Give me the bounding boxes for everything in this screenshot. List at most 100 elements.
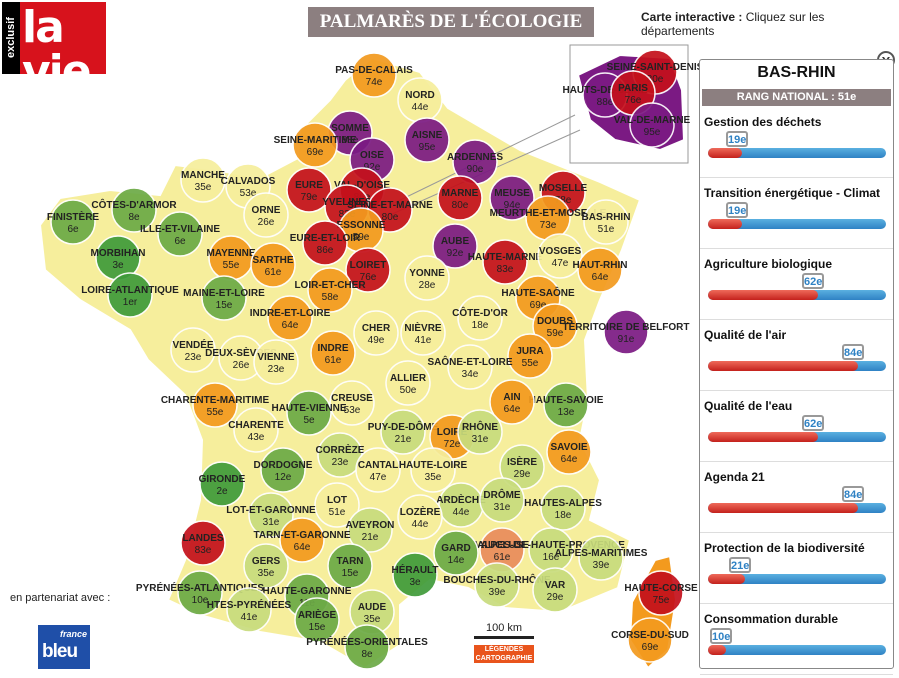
department-area[interactable] <box>248 492 294 538</box>
department-area[interactable] <box>199 461 245 507</box>
department-area[interactable] <box>404 255 450 301</box>
department-area[interactable] <box>233 407 279 453</box>
department-area[interactable] <box>638 570 684 616</box>
department-area[interactable] <box>380 409 426 455</box>
department-area[interactable] <box>489 379 535 425</box>
department-area[interactable] <box>404 117 450 163</box>
department-area[interactable] <box>355 447 401 493</box>
department-area[interactable] <box>474 562 520 608</box>
department-area[interactable] <box>177 570 223 616</box>
department-area[interactable] <box>583 199 629 245</box>
department-area[interactable] <box>307 267 353 313</box>
department-area[interactable] <box>292 122 338 168</box>
department-area[interactable] <box>302 220 348 266</box>
department-area[interactable] <box>180 157 226 203</box>
department-area[interactable] <box>344 624 390 670</box>
department-area[interactable] <box>314 482 360 528</box>
department-area[interactable] <box>457 409 503 455</box>
department-area[interactable] <box>499 444 545 490</box>
department-area[interactable] <box>457 295 503 341</box>
department-area[interactable] <box>540 485 586 531</box>
department-area[interactable] <box>286 167 332 213</box>
department-area[interactable] <box>351 52 397 98</box>
department-area[interactable] <box>433 530 479 576</box>
department-area[interactable] <box>260 447 306 493</box>
department-area[interactable] <box>243 192 289 238</box>
department-area[interactable] <box>267 295 313 341</box>
department-area[interactable] <box>286 390 332 436</box>
department-area[interactable] <box>170 327 216 373</box>
department-area[interactable] <box>201 275 247 321</box>
department-area[interactable] <box>482 239 528 285</box>
department-area[interactable] <box>385 360 431 406</box>
department-area[interactable] <box>532 303 578 349</box>
department-area[interactable] <box>532 567 578 613</box>
department-area[interactable] <box>353 310 399 356</box>
department-area[interactable] <box>577 247 623 293</box>
department-area[interactable] <box>192 382 238 428</box>
department-area[interactable] <box>437 175 483 221</box>
department-area[interactable] <box>410 447 456 493</box>
department-area[interactable] <box>543 382 589 428</box>
department-area[interactable] <box>537 233 583 279</box>
department-area[interactable] <box>479 477 525 523</box>
department-area[interactable] <box>400 310 446 356</box>
department-area[interactable] <box>294 597 340 643</box>
department-area[interactable] <box>345 247 391 293</box>
department-area[interactable] <box>447 344 493 390</box>
department-area[interactable] <box>507 333 553 379</box>
department-area[interactable] <box>111 187 157 233</box>
